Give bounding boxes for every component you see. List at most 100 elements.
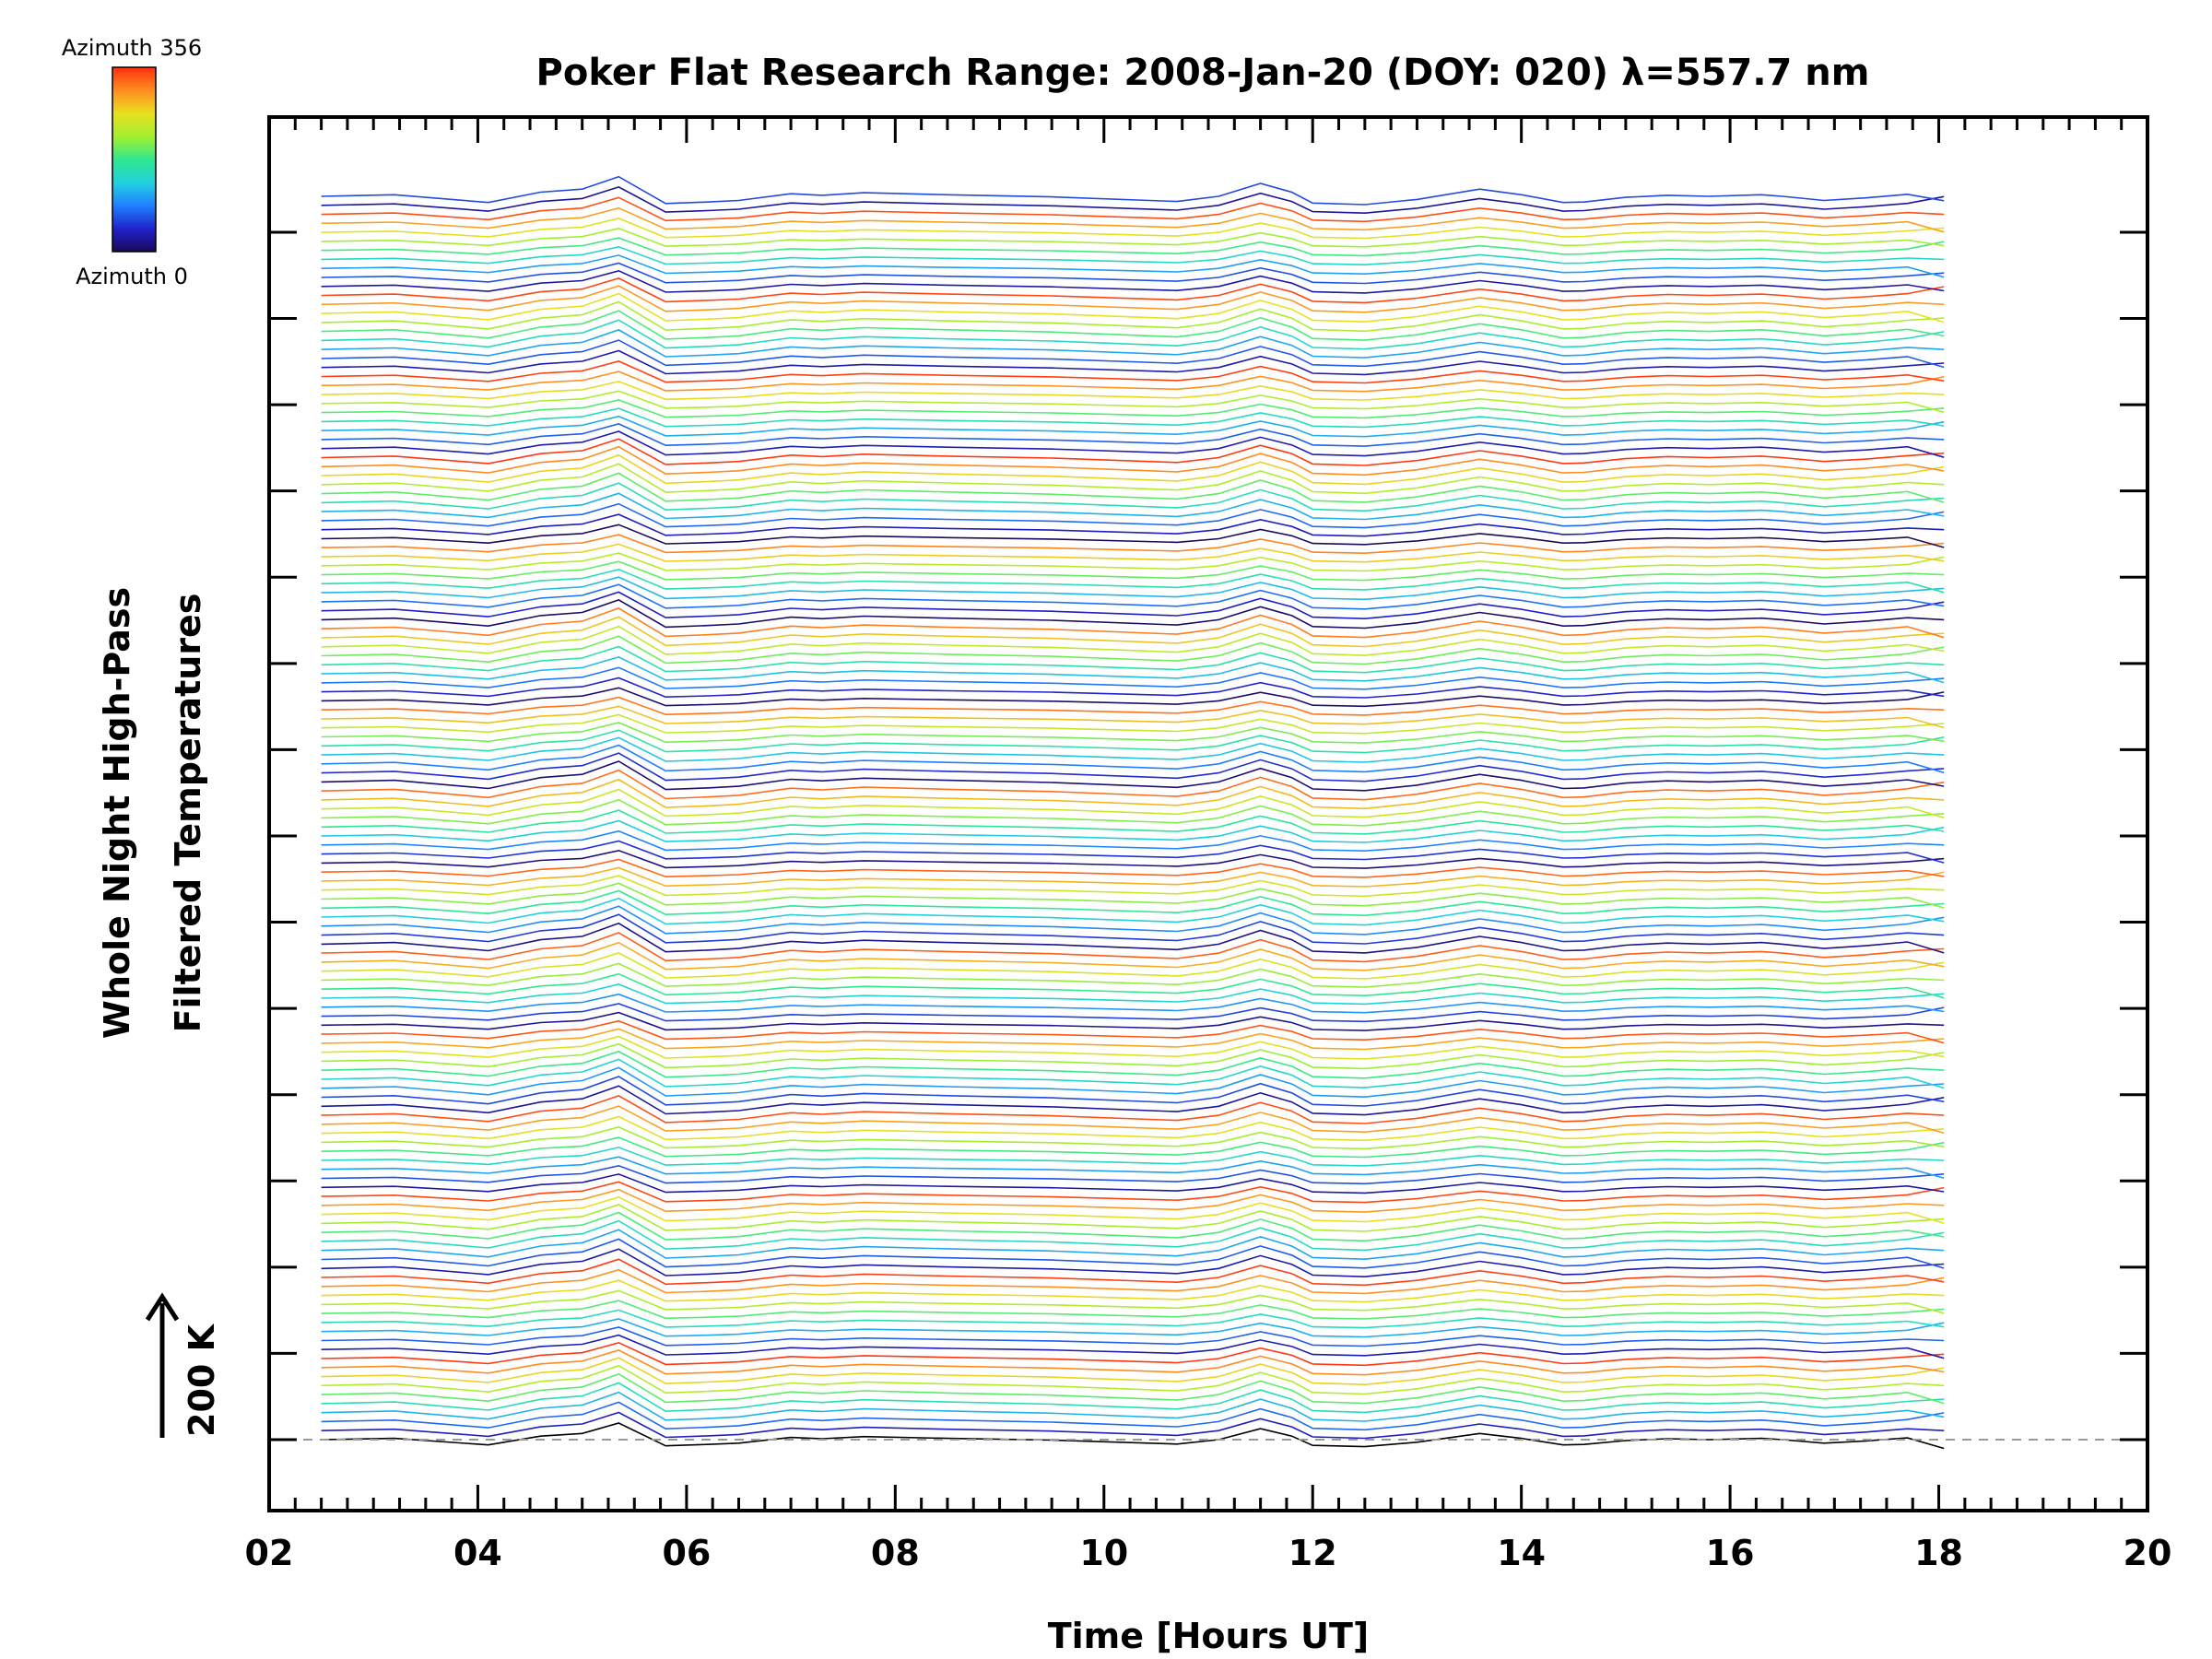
series-line — [321, 560, 1945, 582]
x-tick-label: 14 — [1497, 1533, 1546, 1573]
series-line — [321, 1076, 1945, 1107]
chart-title: Poker Flat Research Range: 2008-Jan-20 (… — [536, 52, 1870, 94]
series-line — [321, 583, 1945, 610]
series-line — [321, 430, 1945, 458]
series-line — [321, 983, 1945, 1006]
colorbar — [112, 66, 157, 253]
series-line — [321, 423, 1945, 447]
series-line — [321, 175, 1945, 206]
series-line — [321, 381, 1945, 401]
series-line — [321, 744, 1945, 774]
series-line — [321, 186, 1945, 215]
x-tick-label: 16 — [1706, 1533, 1755, 1573]
series-line — [321, 513, 1945, 537]
series-line — [321, 1211, 1945, 1242]
series-line — [321, 656, 1945, 684]
series-line — [321, 591, 1945, 620]
series-line — [321, 1085, 1945, 1116]
series-line — [321, 1126, 1945, 1150]
series-line — [321, 285, 1945, 313]
series-line — [321, 1372, 1945, 1405]
series-line — [321, 666, 1945, 690]
scale-arrow — [145, 1292, 180, 1438]
series-line — [321, 310, 1945, 341]
series-line — [321, 1019, 1945, 1044]
series-line — [321, 254, 1945, 278]
series-line — [321, 277, 1945, 304]
series-line — [321, 625, 1945, 656]
series-line — [321, 472, 1945, 503]
series-line — [321, 769, 1945, 801]
x-tick-label: 08 — [871, 1533, 920, 1573]
x-tick-label: 20 — [2124, 1533, 2172, 1573]
series-line — [321, 349, 1945, 376]
series-line — [321, 849, 1945, 869]
series-line — [321, 1364, 1945, 1395]
series-line — [321, 760, 1945, 792]
series-line — [321, 576, 1945, 601]
series-line — [321, 534, 1945, 555]
series-line — [321, 1238, 1945, 1269]
series-line — [321, 952, 1945, 980]
series-line — [321, 1173, 1945, 1194]
series-line — [321, 809, 1945, 835]
series-line — [321, 399, 1945, 419]
series-line — [321, 438, 1945, 466]
series-line — [321, 778, 1945, 810]
series-line — [321, 932, 1945, 963]
series-line — [321, 696, 1945, 716]
series-line — [321, 1279, 1945, 1303]
series-line — [321, 1268, 1945, 1295]
series-line — [321, 445, 1945, 477]
series-line — [321, 1334, 1945, 1359]
series-line — [321, 1058, 1945, 1089]
series-line — [321, 1204, 1945, 1232]
series-line — [321, 635, 1945, 665]
series-line — [321, 292, 1945, 324]
series-line — [321, 371, 1945, 393]
series-line — [321, 492, 1945, 521]
series-line — [321, 1115, 1945, 1142]
series-line — [321, 237, 1945, 257]
series-line — [321, 319, 1945, 350]
colorbar-bottom-label: Azimuth 0 — [76, 264, 188, 289]
series-line — [321, 687, 1945, 708]
series-line — [321, 227, 1945, 248]
scale-bar-label: 200 K — [182, 1323, 222, 1437]
series-group — [321, 175, 1945, 1450]
x-tick-labels: 02 04 06 08 10 12 14 16 18 20 — [245, 1533, 2172, 1573]
series-line — [321, 1401, 1945, 1431]
series-line — [321, 599, 1945, 629]
series-line — [321, 1095, 1945, 1124]
series-line — [321, 1219, 1945, 1252]
series-line — [321, 543, 1945, 563]
series-line — [321, 339, 1945, 369]
x-tick-label: 18 — [1914, 1533, 1963, 1573]
series-line — [321, 482, 1945, 512]
series-line — [321, 840, 1945, 864]
series-line — [321, 962, 1945, 988]
series-line — [321, 788, 1945, 818]
series-line — [321, 645, 1945, 674]
y-axis-label-line1: Whole Night High-Pass — [97, 587, 137, 1039]
series-line — [321, 993, 1945, 1014]
series-line — [321, 206, 1945, 233]
series-line — [321, 972, 1945, 999]
series-line — [321, 300, 1945, 333]
series-line — [321, 607, 1945, 639]
series-line — [321, 882, 1945, 909]
series-line — [321, 1229, 1945, 1261]
series-line — [321, 1156, 1945, 1179]
series-line — [321, 262, 1945, 285]
series-line — [321, 1411, 1945, 1440]
series-line — [321, 1066, 1945, 1099]
series-line — [321, 677, 1945, 699]
series-line — [321, 269, 1945, 294]
series-line — [321, 1391, 1945, 1422]
series-line — [321, 552, 1945, 572]
series-line — [321, 1300, 1945, 1320]
series-line — [321, 798, 1945, 827]
series-line — [321, 245, 1945, 266]
series-line — [321, 196, 1945, 223]
series-line — [321, 1422, 1945, 1450]
